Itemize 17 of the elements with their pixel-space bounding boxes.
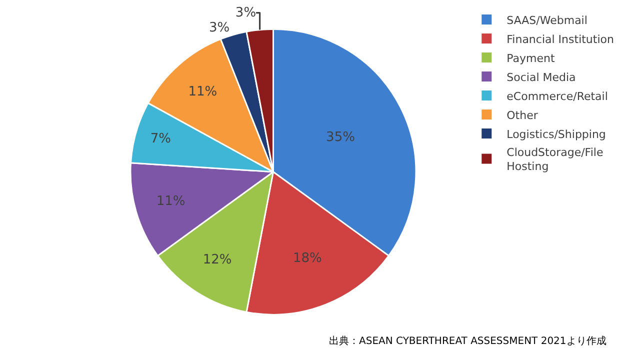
source-note: 出典：ASEAN CYBERTHREAT ASSESSMENT 2021より作成 xyxy=(329,335,606,347)
data-label: 18% xyxy=(292,250,322,266)
legend-label: Logistics/Shipping xyxy=(506,128,606,141)
legend-label: SAAS/Webmail xyxy=(506,14,588,27)
data-label: 35% xyxy=(326,130,355,146)
legend-label: Financial Institution xyxy=(506,32,614,46)
legend-label: Other xyxy=(506,108,538,122)
data-label: 11% xyxy=(188,84,218,100)
legend-label: eCommerce/Retail xyxy=(506,90,608,103)
data-label: 7% xyxy=(150,132,171,147)
data-label: 12% xyxy=(202,252,232,268)
legend-label: Social Media xyxy=(506,70,576,84)
data-label: 3% xyxy=(235,5,256,20)
data-label: 3% xyxy=(209,20,230,36)
data-label: 11% xyxy=(156,194,186,210)
legend-label: Payment xyxy=(506,52,556,65)
legend-label: CloudStorage/File Hosting xyxy=(506,146,604,174)
